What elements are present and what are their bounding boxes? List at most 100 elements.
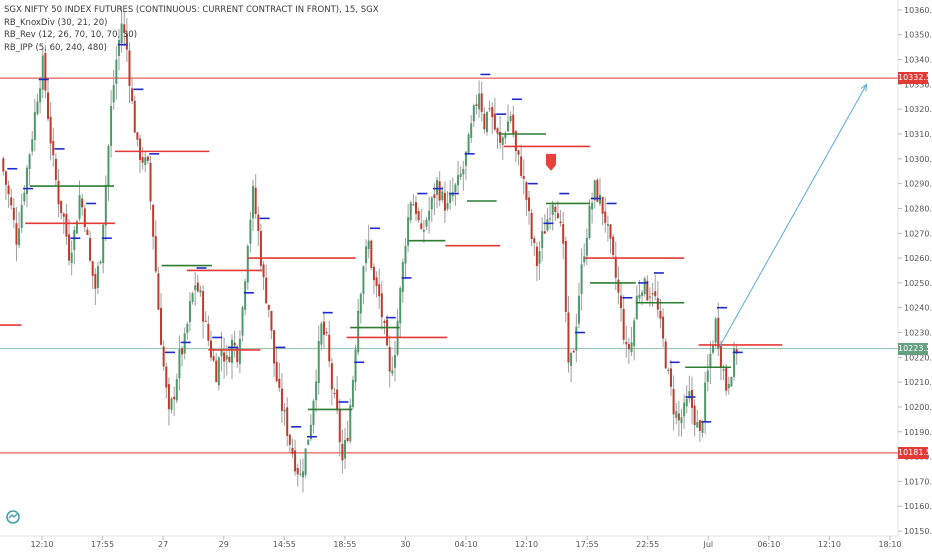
candle-body [493, 113, 496, 130]
candle-body [136, 132, 139, 140]
candle-body [188, 301, 191, 323]
candle-body [194, 285, 197, 290]
candle-body [273, 330, 276, 364]
x-tick-label: 06:10 [757, 540, 780, 549]
candle-body [480, 93, 483, 112]
candle-body [315, 381, 318, 401]
candle-body [123, 24, 126, 33]
candle-body [514, 131, 517, 152]
candle-body [635, 295, 638, 319]
candle-body [370, 240, 373, 269]
candle-body [325, 331, 328, 334]
candle-body [441, 191, 444, 200]
candle-body [75, 221, 78, 234]
candle-body [596, 179, 599, 202]
candle-body [183, 333, 186, 354]
candle-body [549, 218, 552, 220]
candle-body [60, 200, 63, 214]
candle-body [47, 92, 49, 119]
logo-icon[interactable] [4, 508, 22, 524]
candle-body [622, 308, 625, 340]
candle-body [231, 339, 233, 363]
candle-body [698, 420, 701, 431]
candle-body [117, 40, 120, 56]
candle-body [719, 346, 722, 367]
candle-body [612, 236, 615, 255]
candle-body [280, 388, 283, 411]
candle-body [330, 363, 333, 390]
candle-body [654, 291, 657, 297]
indicator-rev[interactable]: RB_Rev (12, 26, 70, 10, 70, 30) [4, 30, 138, 40]
candle-body [94, 274, 97, 289]
pivot-levels [0, 43, 783, 438]
candle-body [107, 145, 110, 186]
y-tick-label: 10240.0 [904, 304, 932, 313]
candle-body [146, 156, 149, 161]
y-tick-label: 10330.0 [904, 80, 932, 89]
x-tick-label: 27 [158, 540, 168, 549]
candle-body [367, 240, 370, 249]
candle-body [162, 346, 165, 367]
candle-body [593, 180, 596, 201]
candle-body [677, 413, 680, 421]
y-tick-label: 10220.0 [904, 353, 932, 362]
candle-body [152, 204, 155, 237]
candle-body [606, 224, 609, 226]
candle-body [225, 355, 228, 360]
candle-body [312, 400, 315, 425]
candle-body [44, 52, 47, 91]
y-tick-label: 10320.0 [904, 105, 932, 114]
candle-body [199, 290, 202, 293]
indicator-ipp[interactable]: RB_IPP (5, 60, 240, 480) [4, 42, 107, 53]
candle-body [614, 256, 617, 278]
y-tick-label: 10190.0 [904, 428, 932, 437]
candle-body [504, 134, 507, 139]
y-tick-label: 10300.0 [904, 155, 932, 164]
candle-body [133, 100, 136, 133]
candle-body [443, 192, 446, 211]
y-tick-label: 10270.0 [904, 229, 932, 238]
candle-body [262, 264, 265, 278]
candle-body [683, 402, 686, 417]
candle-body [96, 266, 99, 288]
candle-body [627, 343, 630, 350]
candle-body [409, 202, 412, 221]
candle-body [525, 182, 528, 200]
candle-body [659, 310, 662, 319]
projection-layer [546, 83, 868, 349]
candle-body [730, 377, 733, 387]
candle-body [436, 180, 439, 195]
candles [2, 6, 738, 493]
candle-body [709, 353, 712, 368]
y-tick-label: 10160.0 [904, 502, 932, 511]
candle-body [70, 252, 73, 264]
price-tag-resistance: 10332.5 [898, 72, 932, 85]
candle-body [157, 273, 160, 310]
candle-body [357, 310, 360, 353]
candle-body [696, 421, 699, 428]
candle-body [407, 217, 410, 246]
candle-body [196, 282, 199, 292]
candle-body [351, 379, 354, 407]
candle-body [181, 348, 184, 355]
candle-body [301, 471, 304, 478]
candle-body [265, 277, 268, 304]
candle-body [49, 116, 52, 144]
candle-body [62, 213, 65, 217]
candle-body [23, 192, 26, 202]
candle-body [191, 293, 194, 303]
x-tick-label: 12:10 [818, 540, 841, 549]
indicator-knoxdiv[interactable]: RB_KnoxDiv (30, 21, 20) [4, 17, 108, 28]
candle-body [291, 447, 294, 455]
x-tick-label: 30 [400, 540, 410, 549]
candle-body [173, 396, 176, 400]
x-tick-label: 18:55 [333, 540, 356, 549]
y-tick-label: 10250.0 [904, 279, 932, 288]
candle-body [15, 223, 18, 245]
candle-body [372, 266, 375, 281]
x-tick-label: Jul [702, 540, 713, 549]
candle-body [115, 59, 118, 84]
candle-body [570, 352, 573, 366]
